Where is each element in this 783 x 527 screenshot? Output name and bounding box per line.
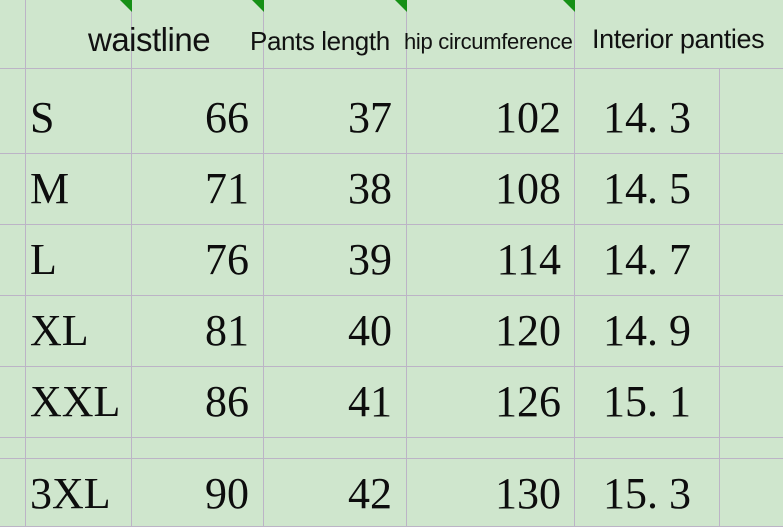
gridline-horizontal-row-s-bottom <box>0 153 783 154</box>
cell-hip-m[interactable]: 108 <box>495 164 561 213</box>
column-header-pants-length[interactable]: Pants length <box>250 26 390 56</box>
comment-marker-hip-circumference-icon[interactable] <box>395 0 407 12</box>
cell-waistline-3xl[interactable]: 90 <box>205 469 249 518</box>
cell-interior-l[interactable]: 14. 7 <box>603 235 691 284</box>
cell-waistline-xxl[interactable]: 86 <box>205 377 249 426</box>
cell-pants-length-xl[interactable]: 40 <box>348 306 392 355</box>
cell-size-3xl[interactable]: 3XL <box>30 469 111 518</box>
cell-size-l[interactable]: L <box>30 235 57 284</box>
gridline-vertical-col-hip <box>574 0 575 527</box>
gridline-horizontal-spacer-bottom <box>0 458 783 459</box>
gridline-horizontal-row-m-bottom <box>0 224 783 225</box>
cell-interior-xl[interactable]: 14. 9 <box>603 306 691 355</box>
cell-size-m[interactable]: M <box>30 164 70 213</box>
gridline-vertical-col-size <box>131 0 132 527</box>
column-header-interior-panties[interactable]: Interior panties <box>592 24 765 54</box>
comment-marker-interior-panties-icon[interactable] <box>563 0 575 12</box>
cell-size-xl[interactable]: XL <box>30 306 89 355</box>
cell-pants-length-xxl[interactable]: 41 <box>348 377 392 426</box>
cell-pants-length-3xl[interactable]: 42 <box>348 469 392 518</box>
cell-hip-3xl[interactable]: 130 <box>495 469 561 518</box>
gridline-horizontal-row-xxl-bottom <box>0 437 783 438</box>
comment-marker-pants-length-icon[interactable] <box>252 0 264 12</box>
gridline-vertical-col-a <box>25 0 26 527</box>
cell-waistline-m[interactable]: 71 <box>205 164 249 213</box>
cell-size-s[interactable]: S <box>30 93 55 142</box>
cell-hip-l[interactable]: 114 <box>496 235 561 284</box>
gridline-vertical-col-interior <box>719 69 720 527</box>
cell-waistline-l[interactable]: 76 <box>205 235 249 284</box>
cell-size-xxl[interactable]: XXL <box>30 377 121 426</box>
gridline-vertical-col-waistline <box>263 0 264 527</box>
column-header-waistline[interactable]: waistline <box>88 21 211 58</box>
cell-pants-length-m[interactable]: 38 <box>348 164 392 213</box>
comment-marker-waistline-icon[interactable] <box>120 0 132 12</box>
cell-pants-length-l[interactable]: 39 <box>348 235 392 284</box>
gridline-horizontal-header-bottom <box>0 68 783 69</box>
cell-hip-s[interactable]: 102 <box>495 93 561 142</box>
cell-interior-xxl[interactable]: 15. 1 <box>603 377 691 426</box>
cell-hip-xxl[interactable]: 126 <box>495 377 561 426</box>
cell-interior-m[interactable]: 14. 5 <box>603 164 691 213</box>
gridline-horizontal-row-l-bottom <box>0 295 783 296</box>
gridline-horizontal-row-xl-bottom <box>0 366 783 367</box>
gridline-vertical-col-pants-length <box>406 0 407 527</box>
column-header-hip-circumference[interactable]: hip circumference <box>404 29 573 54</box>
cell-interior-3xl[interactable]: 15. 3 <box>603 469 691 518</box>
cell-waistline-xl[interactable]: 81 <box>205 306 249 355</box>
cell-interior-s[interactable]: 14. 3 <box>603 93 691 142</box>
cell-waistline-s[interactable]: 66 <box>205 93 249 142</box>
cell-pants-length-s[interactable]: 37 <box>348 93 392 142</box>
cell-hip-xl[interactable]: 120 <box>495 306 561 355</box>
